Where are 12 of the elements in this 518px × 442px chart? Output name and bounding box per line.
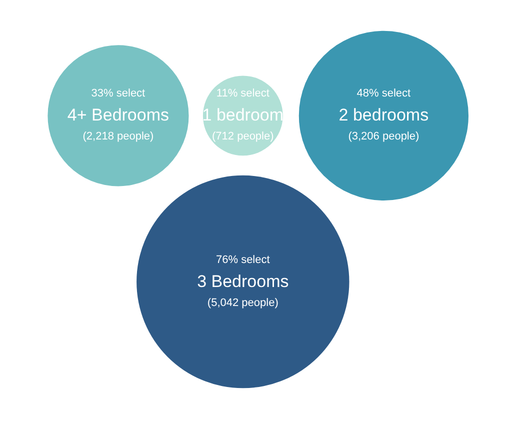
category-label: 4+ Bedrooms [67,106,170,125]
text: 33% select [91,88,146,100]
text: 11% select [216,88,270,100]
data-label: (5,042 people) [207,296,278,309]
category-label: 1 bedroom [202,106,284,125]
data-label: (712 people) [212,130,274,143]
data-label: (2,218 people) [82,130,154,143]
category-label: 2 bedrooms [338,106,429,125]
data-label: (3,206 people) [348,130,420,143]
text: 48% select [356,88,411,100]
text: 76% select [216,254,270,266]
category-label: 3 Bedrooms [197,272,289,291]
